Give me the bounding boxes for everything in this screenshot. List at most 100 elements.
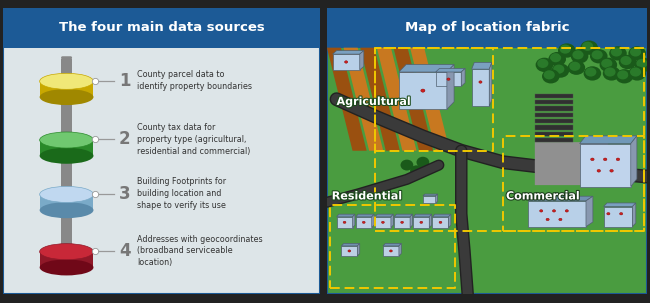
Text: Commercial: Commercial [506,191,579,201]
Polygon shape [580,136,637,144]
Ellipse shape [410,165,423,176]
Polygon shape [359,51,364,70]
Polygon shape [391,214,393,228]
Ellipse shape [546,218,549,221]
Ellipse shape [536,58,553,72]
Text: 2: 2 [119,130,131,148]
FancyBboxPatch shape [327,8,647,48]
Ellipse shape [571,49,588,63]
Ellipse shape [553,65,564,74]
Ellipse shape [40,202,94,218]
Ellipse shape [439,221,442,223]
Polygon shape [447,65,454,109]
FancyBboxPatch shape [436,72,461,86]
Ellipse shape [420,221,423,223]
FancyBboxPatch shape [535,106,573,111]
Ellipse shape [382,221,384,223]
Ellipse shape [616,69,633,83]
Polygon shape [372,214,374,228]
Polygon shape [423,194,437,196]
Ellipse shape [609,46,627,61]
Polygon shape [413,214,432,217]
Text: 3: 3 [119,185,131,203]
Polygon shape [472,62,492,69]
Ellipse shape [630,47,641,57]
Ellipse shape [543,70,555,79]
Text: The four main data sources: The four main data sources [58,21,265,34]
FancyBboxPatch shape [356,217,372,228]
Polygon shape [341,243,359,246]
Polygon shape [360,48,400,151]
Polygon shape [393,48,433,151]
Ellipse shape [550,53,561,62]
Ellipse shape [40,259,94,275]
FancyBboxPatch shape [535,132,573,136]
FancyBboxPatch shape [528,201,586,227]
Ellipse shape [479,81,482,83]
FancyBboxPatch shape [535,125,573,130]
FancyBboxPatch shape [40,81,94,97]
Polygon shape [352,214,355,228]
FancyBboxPatch shape [3,8,320,48]
Ellipse shape [417,157,429,168]
FancyBboxPatch shape [3,8,320,294]
Ellipse shape [560,45,571,54]
FancyBboxPatch shape [580,144,630,187]
Polygon shape [337,214,355,217]
Ellipse shape [617,70,629,79]
Ellipse shape [400,160,413,171]
FancyBboxPatch shape [40,195,94,210]
Ellipse shape [40,148,94,164]
Ellipse shape [537,59,549,68]
Text: County tax data for
property type (agricultural,
residential and commercial): County tax data for property type (agric… [137,123,250,155]
Ellipse shape [636,59,647,68]
Polygon shape [356,214,374,217]
Ellipse shape [604,68,616,77]
Ellipse shape [540,210,543,212]
Ellipse shape [389,250,393,252]
Polygon shape [344,48,384,151]
Polygon shape [489,62,492,106]
Ellipse shape [619,55,636,69]
Ellipse shape [597,169,601,172]
Polygon shape [448,214,451,228]
Polygon shape [436,68,465,72]
Ellipse shape [629,66,646,81]
Polygon shape [462,68,465,86]
Text: Building Footprints for
building location and
shape to verify its use: Building Footprints for building locatio… [137,177,226,210]
Text: County parcel data to
identify property boundaries: County parcel data to identify property … [137,70,252,91]
Ellipse shape [580,41,598,55]
Polygon shape [399,65,454,72]
Polygon shape [535,142,608,185]
Polygon shape [327,48,367,151]
FancyBboxPatch shape [413,217,429,228]
Ellipse shape [601,59,612,68]
FancyBboxPatch shape [472,69,489,106]
FancyBboxPatch shape [535,113,573,117]
Text: 4: 4 [119,242,131,260]
Ellipse shape [549,52,566,66]
Ellipse shape [629,46,646,61]
FancyBboxPatch shape [337,217,352,228]
Ellipse shape [584,66,601,81]
Polygon shape [383,243,401,246]
Ellipse shape [590,49,608,63]
Ellipse shape [603,158,607,161]
FancyBboxPatch shape [535,119,573,123]
Ellipse shape [447,78,450,80]
FancyBboxPatch shape [333,54,359,70]
Polygon shape [333,51,364,54]
Polygon shape [630,136,637,187]
Ellipse shape [582,42,593,51]
Ellipse shape [607,212,610,215]
Polygon shape [528,196,593,201]
Text: Addresses with geocoordinates
(broadband serviceable
location): Addresses with geocoordinates (broadband… [137,235,263,267]
Ellipse shape [40,132,94,148]
Text: Residential: Residential [332,191,402,201]
Ellipse shape [630,68,641,77]
Polygon shape [632,203,636,227]
Ellipse shape [344,61,348,63]
Polygon shape [399,243,401,256]
Ellipse shape [552,63,569,78]
Ellipse shape [362,221,365,223]
